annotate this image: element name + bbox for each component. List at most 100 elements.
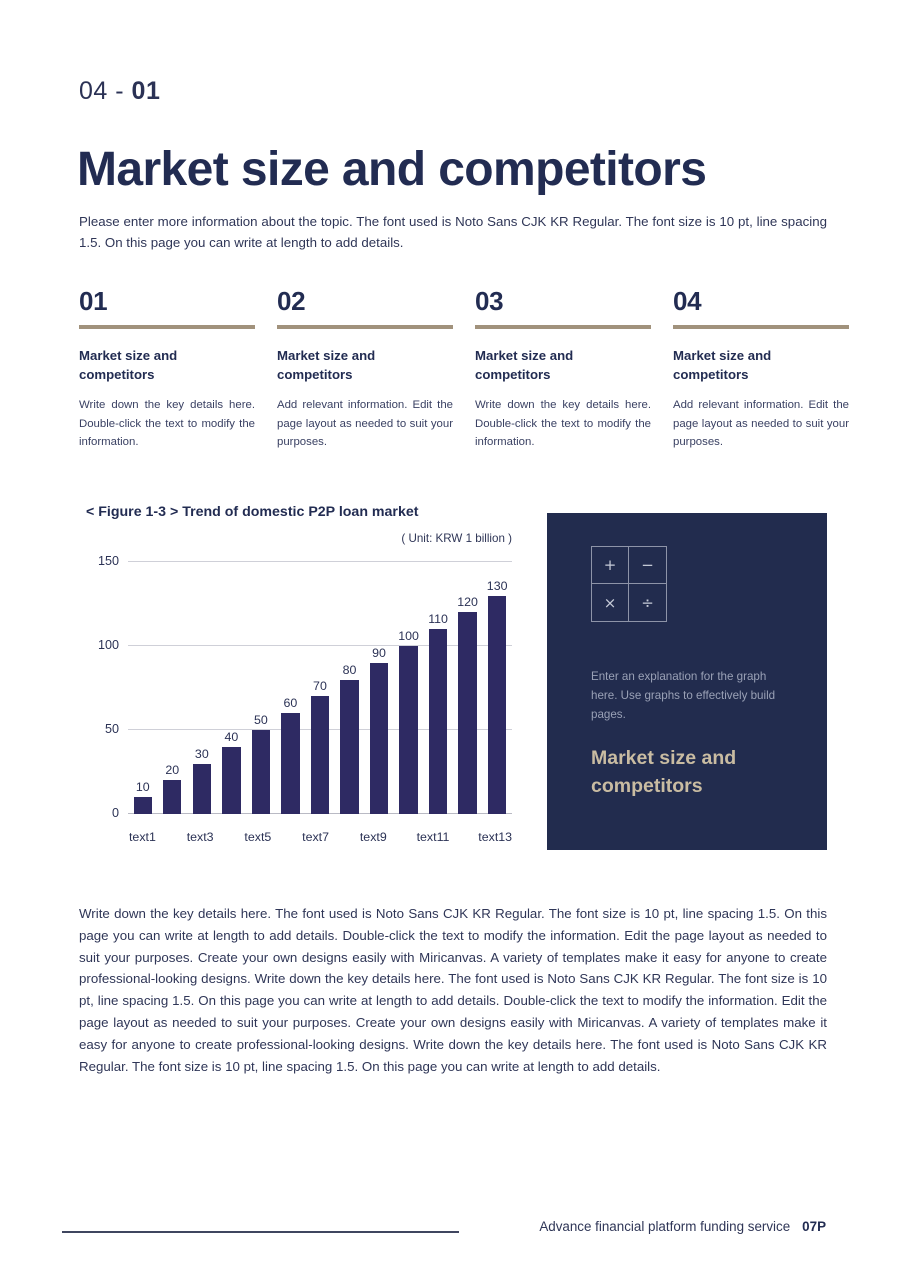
bar	[192, 763, 211, 814]
panel-heading: Market size and competitors	[591, 747, 737, 797]
y-axis-tick-label: 50	[104, 722, 119, 736]
bar-value-label: 110	[428, 612, 448, 627]
x-axis-tick-label	[388, 830, 417, 844]
x-axis-tick-label	[272, 830, 301, 844]
minus-icon: −	[629, 547, 666, 584]
accent-divider	[79, 325, 255, 329]
body-paragraph: Write down the key details here. The fon…	[79, 906, 827, 1074]
bar-value-label: 40	[224, 729, 239, 744]
bar-group: 30	[187, 562, 217, 814]
section-number-dash: -	[115, 77, 125, 105]
bar-value-label: 20	[165, 763, 180, 778]
bar-group: 60	[276, 562, 306, 814]
section-number-minor: 01	[131, 77, 161, 105]
bar	[369, 662, 389, 814]
bar-value-label: 80	[342, 662, 357, 677]
accent-divider	[673, 325, 849, 329]
bar-value-label: 90	[372, 645, 386, 660]
chart-bars: 10 20 30 40 50 60 70 80 90 100 110 120 130	[128, 562, 512, 814]
feature-heading: Market size and competitors	[79, 348, 178, 383]
bar-value-label: 100	[398, 629, 419, 644]
multiply-icon: ×	[592, 584, 629, 621]
y-axis-tick-label: 150	[97, 554, 119, 568]
bar-group: 100	[394, 562, 424, 814]
bar	[163, 780, 182, 814]
footer: Advance financial platform funding servi…	[539, 1219, 826, 1234]
page-title: Market size and competitors	[77, 143, 707, 196]
intro-paragraph: Please enter more information about the …	[79, 214, 827, 250]
feature-columns: 01 Market size and competitors Write dow…	[79, 288, 849, 452]
feature-number: 02	[277, 286, 306, 316]
bar-group: 10	[128, 562, 158, 814]
y-axis-tick-label: 100	[97, 638, 119, 652]
plus-icon: +	[592, 547, 629, 584]
bar-group: 50	[246, 562, 276, 814]
bar-value-label: 50	[253, 713, 268, 728]
gridline: 100	[98, 638, 512, 652]
accent-divider	[277, 325, 453, 329]
feature-column-04: 04 Market size and competitors Add relev…	[673, 288, 849, 452]
x-axis-tick-label: text13	[478, 830, 513, 844]
panel-description: Enter an explanation for the graph here.…	[591, 670, 776, 721]
x-axis-tick-label: text9	[359, 830, 387, 844]
bar-group: 130	[482, 562, 512, 814]
chart-plot-area: 0 50 100 150 10 20 30 40 50 60 70 80 90 100 110 120 130	[98, 554, 512, 820]
x-axis-tick-label: text5	[244, 830, 272, 844]
footer-label: Advance financial platform funding servi…	[539, 1219, 791, 1234]
bar-value-label: 30	[194, 746, 209, 761]
feature-heading: Market size and competitors	[673, 348, 772, 383]
feature-column-02: 02 Market size and competitors Add relev…	[277, 288, 453, 452]
gridline: 150	[98, 554, 512, 568]
feature-body: Add relevant information. Edit the page …	[277, 399, 453, 449]
bar	[222, 746, 241, 814]
bar-group: 40	[217, 562, 247, 814]
section-number: 04 - 01	[79, 79, 160, 104]
x-axis-tick-label	[157, 830, 186, 844]
bar-value-label: 130	[486, 578, 508, 593]
footer-divider	[62, 1231, 459, 1233]
bar-value-label: 60	[283, 696, 298, 711]
bar	[399, 646, 418, 814]
x-axis-tick-label: text11	[416, 830, 450, 844]
bar-group: 120	[453, 562, 483, 814]
x-axis-tick-label: text3	[186, 830, 214, 844]
feature-column-01: 01 Market size and competitors Write dow…	[79, 288, 255, 452]
feature-column-03: 03 Market size and competitors Write dow…	[475, 288, 651, 452]
bar	[428, 629, 448, 814]
x-axis-tick-label	[449, 830, 478, 844]
bar-group: 90	[364, 562, 394, 814]
feature-body: Write down the key details here. Double-…	[475, 399, 651, 449]
bar-group: 20	[158, 562, 188, 814]
x-axis-tick-label: text7	[302, 830, 330, 844]
bar-value-label: 10	[135, 780, 150, 795]
bar	[340, 679, 359, 814]
calculator-icon: + − × ÷	[591, 546, 667, 622]
feature-heading: Market size and competitors	[475, 348, 574, 383]
page-number: 07P	[802, 1219, 826, 1234]
feature-heading: Market size and competitors	[277, 348, 376, 383]
feature-number: 04	[673, 286, 702, 316]
chart-x-axis-labels: text1 text3 text5 text7 text9 text11 tex…	[128, 830, 512, 844]
bar	[133, 797, 152, 814]
bar-group: 80	[335, 562, 365, 814]
accent-divider	[475, 325, 651, 329]
bar-value-label: 70	[313, 679, 327, 694]
feature-body: Write down the key details here. Double-…	[79, 399, 255, 449]
bar-chart: 0 50 100 150 10 20 30 40 50 60 70 80 90 100 110 120 130…	[86, 552, 518, 852]
bar-group: 110	[423, 562, 453, 814]
feature-number: 01	[79, 286, 108, 316]
x-axis-tick-label: text1	[128, 830, 156, 844]
bar-value-label: 120	[457, 595, 478, 610]
chart-title: < Figure 1-3 > Trend of domestic P2P loa…	[86, 504, 419, 520]
x-axis-tick-label	[215, 830, 244, 844]
section-number-major: 04	[79, 77, 108, 105]
bar	[310, 696, 330, 814]
bar	[281, 713, 300, 814]
graph-explanation-panel: + − × ÷ Enter an explanation for the graph …	[547, 513, 827, 850]
bar	[458, 612, 477, 814]
chart-unit-label: ( Unit: KRW 1 billion )	[401, 532, 512, 545]
feature-number: 03	[475, 286, 504, 316]
bar-group: 70	[305, 562, 335, 814]
bar	[487, 595, 507, 814]
